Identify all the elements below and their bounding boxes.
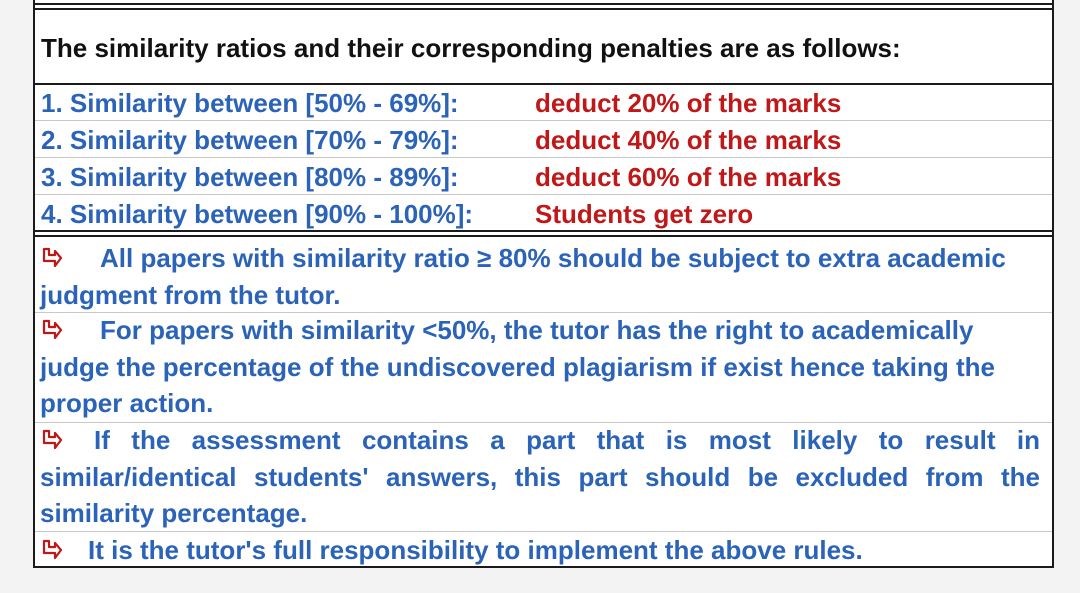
section-divider-double: [35, 235, 1052, 237]
note-3: If the assessment contains a part that i…: [40, 422, 1040, 532]
note-text: If the assessment contains a part that i…: [40, 425, 1040, 528]
row-divider: [35, 120, 1052, 121]
note-text: It is the tutor's full responsibility to…: [88, 535, 863, 565]
row-divider: [35, 157, 1052, 158]
similarity-range: 2. Similarity between [70% - 79%]:: [41, 125, 459, 155]
penalty-text: deduct 20% of the marks: [535, 88, 842, 118]
arrow-bullet-icon: [39, 428, 63, 452]
section-divider: [35, 230, 1052, 232]
table-heading: The similarity ratios and their correspo…: [41, 33, 901, 63]
arrow-bullet-icon: [39, 246, 63, 270]
note-text: All papers with similarity ratio ≥ 80% s…: [40, 243, 1006, 310]
note-2: For papers with similarity <50%, the tut…: [40, 312, 1040, 422]
penalty-row-3: 3. Similarity between [80% - 89%]: deduct…: [41, 162, 841, 192]
top-border: [35, 3, 1052, 5]
penalty-text: deduct 40% of the marks: [535, 125, 842, 155]
similarity-range: 1. Similarity between [50% - 69%]:: [41, 88, 459, 118]
top-border-double: [35, 8, 1052, 10]
penalty-text: deduct 60% of the marks: [535, 162, 842, 192]
note-text: For papers with similarity <50%, the tut…: [40, 315, 996, 418]
note-1: All papers with similarity ratio ≥ 80% s…: [40, 240, 1040, 313]
similarity-range: 4. Similarity between [90% - 100%]:: [41, 199, 474, 229]
penalty-row-4: 4. Similarity between [90% - 100%]: Stude…: [41, 199, 753, 229]
similarity-policy-table: The similarity ratios and their correspo…: [33, 0, 1054, 568]
arrow-bullet-icon: [39, 538, 63, 562]
row-divider: [35, 194, 1052, 195]
note-divider: [35, 531, 1052, 532]
penalty-text: Students get zero: [535, 199, 754, 229]
note-divider: [35, 422, 1052, 423]
penalty-row-2: 2. Similarity between [70% - 79%]: deduct…: [41, 125, 841, 155]
penalty-row-1: 1. Similarity between [50% - 69%]: deduct…: [41, 88, 841, 118]
similarity-range: 3. Similarity between [80% - 89%]:: [41, 162, 459, 192]
heading-divider: [35, 83, 1052, 85]
note-divider: [35, 312, 1052, 313]
arrow-bullet-icon: [39, 318, 63, 342]
note-4: It is the tutor's full responsibility to…: [40, 532, 1040, 569]
